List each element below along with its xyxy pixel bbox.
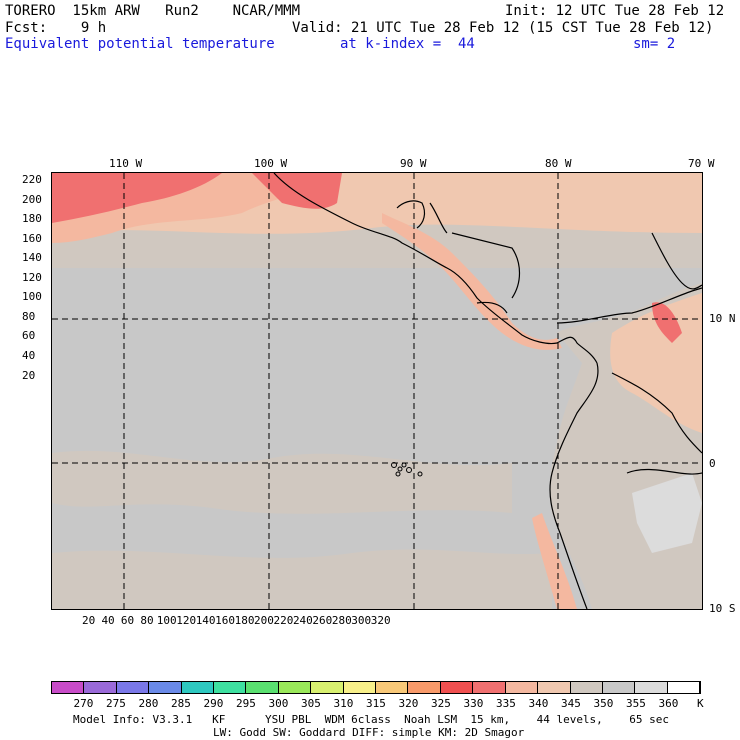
colorbar-swatch — [408, 682, 441, 693]
colorbar-swatch — [505, 682, 539, 693]
x-tick-label: 300 — [351, 614, 372, 627]
x-tick-label: 100 — [156, 614, 177, 627]
field-name: Equivalent potential temperature — [5, 36, 275, 52]
map-field-svg — [52, 173, 702, 609]
colorbar-tick-label: 345 — [561, 697, 581, 710]
x-tick-label: 260 — [312, 614, 333, 627]
colorbar-swatch — [667, 682, 701, 693]
colorbar-tick-label: 330 — [463, 697, 484, 710]
colorbar-swatch — [311, 682, 344, 693]
colorbar-tick-label: 305 — [301, 697, 321, 710]
colorbar-swatch — [52, 682, 85, 693]
colorbar-tick-label: 275 — [106, 697, 126, 710]
cool-andes — [632, 473, 702, 553]
lat-label-0: 0 — [709, 457, 716, 470]
hot-zone-mexico — [252, 173, 342, 209]
k-index: at k-index = 44 — [340, 36, 475, 52]
colorbar-tick-label: 280 — [138, 697, 159, 710]
colorbar-tick-label: 325 — [431, 697, 451, 710]
colorbar-tick-label: 285 — [171, 697, 191, 710]
y-tick-label: 100 — [22, 290, 42, 304]
smoothing: sm= 2 — [633, 36, 676, 52]
y-tick-label: 180 — [22, 212, 42, 226]
valid-time: Valid: 21 UTC Tue 28 Feb 12 (15 CST Tue … — [292, 20, 714, 36]
colorbar-swatch — [214, 682, 247, 693]
lon-label-90w: 90 W — [400, 157, 427, 170]
y-tick-label: 40 — [22, 348, 36, 362]
lon-label-80w: 80 W — [545, 157, 572, 170]
colorbar-tick-label: 290 — [203, 697, 224, 710]
lat-label-10s: 10 S — [709, 602, 736, 615]
x-tick-label: 40 — [101, 614, 115, 627]
colorbar-swatch — [538, 682, 571, 693]
model-title: TORERO 15km ARW Run2 NCAR/MMM — [5, 3, 301, 19]
colorbar-swatch — [473, 682, 506, 693]
x-tick-label: 180 — [234, 614, 255, 627]
colorbar-swatch — [343, 682, 377, 693]
colorbar-swatch — [278, 682, 312, 693]
light-band-south — [52, 450, 512, 514]
colorbar-tick-label: 320 — [398, 697, 419, 710]
colorbar-tick-label: 295 — [236, 697, 256, 710]
x-tick-label: 320 — [370, 614, 391, 627]
colorbar-tick-label: 315 — [366, 697, 386, 710]
colorbar-tick-label: 340 — [528, 697, 549, 710]
hot-zone-nw — [52, 173, 222, 223]
y-tick-label: 160 — [22, 231, 42, 245]
colorbar-tick-label: 310 — [333, 697, 354, 710]
graticule — [52, 173, 702, 609]
y-tick-label: 220 — [22, 173, 42, 186]
colorbar-swatch — [440, 682, 474, 693]
colorbar-tick-label: 270 — [73, 697, 94, 710]
y-tick-label: 80 — [22, 309, 36, 323]
hot-land-venezuela — [652, 302, 682, 343]
model-info-line1: Model Info: V3.3.1 KF YSU PBL WDM 6class… — [73, 713, 670, 726]
x-tick-label: 220 — [273, 614, 294, 627]
x-tick-label: 20 — [82, 614, 96, 627]
x-tick-label: 160 — [215, 614, 236, 627]
colorbar-swatch — [602, 682, 636, 693]
model-info-line2: LW: Godd SW: Goddard DIFF: simple KM: 2D… — [213, 726, 525, 739]
colorbar-swatch — [149, 682, 182, 693]
x-tick-label: 280 — [331, 614, 352, 627]
y-tick-label: 60 — [22, 329, 36, 343]
x-tick-label: 120 — [176, 614, 197, 627]
colorbar-tick-label: 335 — [496, 697, 516, 710]
forecast-hour: Fcst: 9 h — [5, 20, 107, 36]
colorbar-swatch — [181, 682, 215, 693]
y-tick-label: 140 — [22, 251, 42, 265]
central-america-land — [382, 213, 562, 350]
colorbar-swatch — [84, 682, 117, 693]
y-tick-label: 200 — [22, 192, 42, 206]
colorbar-tick-label: 350 — [593, 697, 614, 710]
colorbar — [51, 681, 701, 694]
colorbar-swatch — [116, 682, 150, 693]
x-tick-label: 60 — [120, 614, 135, 627]
colorbar-tick-label: 355 — [626, 697, 646, 710]
neutral-band — [52, 224, 702, 268]
lon-label-100w: 100 W — [254, 157, 288, 170]
x-tick-label: 240 — [292, 614, 313, 627]
warm-coast-peru — [532, 513, 577, 609]
colorbar-swatch — [376, 682, 409, 693]
colorbar-tick-label: 360 — [658, 697, 679, 710]
equivalent-potential-temperature-map — [51, 172, 703, 610]
lat-label-10n: 10 N — [709, 312, 736, 325]
x-tick-label: 140 — [195, 614, 216, 627]
colorbar-swatch — [246, 682, 279, 693]
y-tick-label: 120 — [22, 270, 42, 284]
colorbar-swatch — [570, 682, 603, 693]
colorbar-tick-label: 300 — [268, 697, 289, 710]
init-time: Init: 12 UTC Tue 28 Feb 12 — [505, 3, 725, 19]
y-tick-label: 20 — [22, 368, 36, 382]
galapagos-islands — [391, 462, 423, 477]
light-band-bottom — [52, 549, 552, 609]
lon-label-110w: 110 W — [109, 157, 143, 170]
x-tick-label: 80 — [140, 614, 154, 627]
x-tick-label: 200 — [254, 614, 274, 627]
coastlines — [273, 173, 702, 609]
colorbar-swatch — [635, 682, 668, 693]
lon-label-70w: 70 W — [688, 157, 715, 170]
colorbar-unit: K — [697, 697, 704, 710]
